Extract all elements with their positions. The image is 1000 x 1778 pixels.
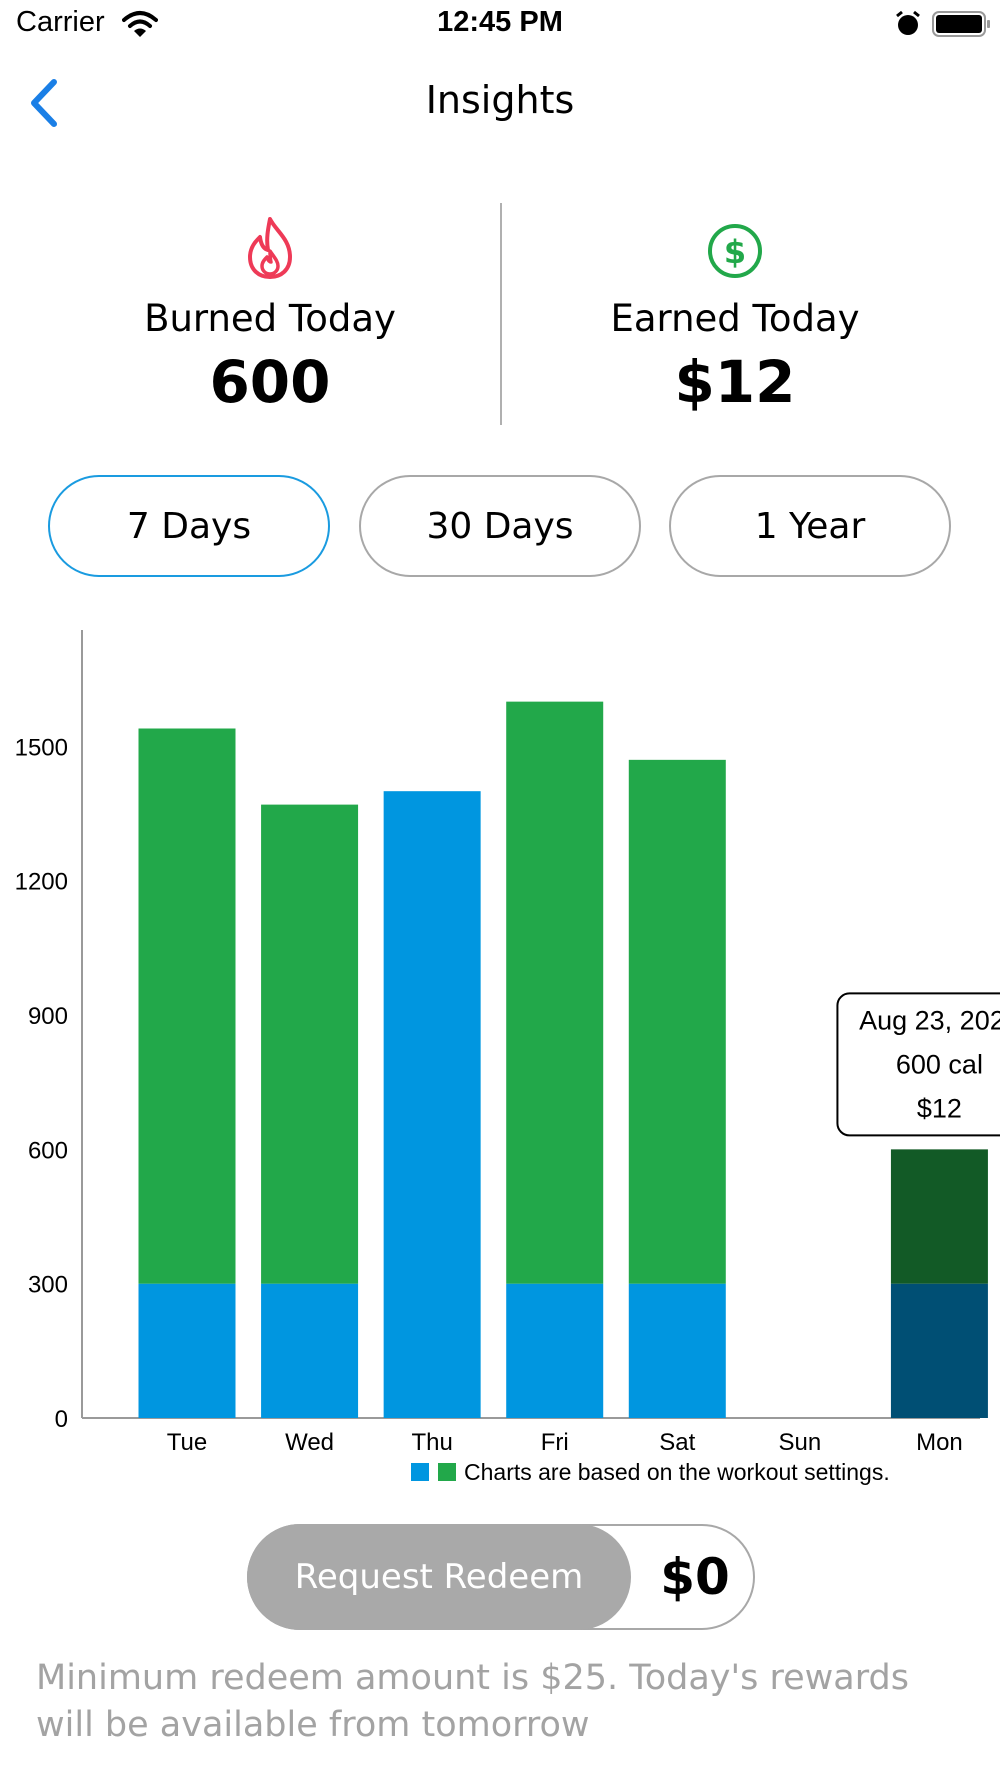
- tab-30-days[interactable]: 30 Days: [359, 475, 641, 577]
- y-tick-label: 300: [28, 1272, 68, 1299]
- battery-icon: [932, 10, 992, 42]
- y-tick-label: 0: [55, 1406, 68, 1433]
- x-tick-label: Mon: [916, 1429, 963, 1456]
- x-tick-label: Wed: [285, 1429, 334, 1456]
- x-tick-label: Sat: [659, 1429, 695, 1456]
- calories-bar-chart: 0 300 600 900 1200 1500 Tue Wed Thu Fri Sat Sun Mon A…: [15, 630, 1000, 1485]
- bar-tue-series-2: [138, 728, 236, 1284]
- bar-tue-series-1: [138, 1283, 236, 1418]
- burned-today-card: Burned Today 600: [35, 215, 505, 416]
- redeem-note: Minimum redeem amount is $25. Today's re…: [36, 1658, 909, 1745]
- earned-today-value: $12: [674, 348, 796, 416]
- tooltip-amount: $12: [917, 1093, 962, 1123]
- page-title: Insights: [425, 78, 575, 122]
- x-tick-label: Fri: [541, 1429, 569, 1456]
- stats-divider: [500, 203, 502, 425]
- back-chevron-icon[interactable]: [24, 76, 64, 134]
- request-redeem-button[interactable]: Request Redeem: [247, 1524, 631, 1630]
- burned-today-value: 600: [209, 348, 331, 416]
- redeem-amount: $0: [660, 1548, 730, 1606]
- x-tick-label: Tue: [167, 1429, 207, 1456]
- tooltip-date: Aug 23, 2021: [859, 1005, 1000, 1035]
- legend-text: Charts are based on the workout settings…: [464, 1459, 890, 1485]
- bar-fri-series-2: [506, 701, 604, 1284]
- carrier-label: Carrier: [16, 6, 105, 38]
- chart-tooltip: [836, 992, 1000, 1137]
- y-tick-label: 1500: [15, 734, 68, 761]
- y-tick-label: 1200: [15, 869, 68, 896]
- bar-wed-series-2: [261, 804, 359, 1284]
- tooltip-calories: 600 cal: [896, 1049, 983, 1079]
- bar-thu-series-1: [383, 791, 481, 1418]
- status-bar: Carrier 12:45 PM: [0, 0, 1000, 52]
- bar-sat-series-2: [628, 759, 726, 1284]
- status-time: 12:45 PM: [437, 6, 563, 38]
- earned-today-card: $ Earned Today $12: [500, 215, 970, 416]
- earned-today-label: Earned Today: [610, 297, 860, 340]
- bar-mon-series-1: [890, 1283, 988, 1418]
- tab-7-days[interactable]: 7 Days: [48, 475, 330, 577]
- y-tick-label: 600: [28, 1137, 68, 1164]
- alarm-icon: [894, 10, 922, 42]
- bar-sat-series-1: [628, 1283, 726, 1418]
- legend-swatch-blue: [411, 1463, 429, 1481]
- dollar-icon: $: [500, 215, 970, 285]
- legend-swatch-green: [438, 1463, 456, 1481]
- flame-icon: [35, 215, 505, 285]
- x-tick-label: Sun: [779, 1429, 822, 1456]
- tab-1-year[interactable]: 1 Year: [669, 475, 951, 577]
- wifi-icon: [122, 10, 158, 42]
- x-tick-label: Thu: [411, 1429, 452, 1456]
- bar-fri-series-1: [506, 1283, 604, 1418]
- burned-today-label: Burned Today: [144, 297, 396, 340]
- y-tick-label: 900: [28, 1003, 68, 1030]
- svg-text:$: $: [724, 233, 746, 271]
- bar-wed-series-1: [261, 1283, 359, 1418]
- bar-mon-series-2: [890, 1149, 988, 1284]
